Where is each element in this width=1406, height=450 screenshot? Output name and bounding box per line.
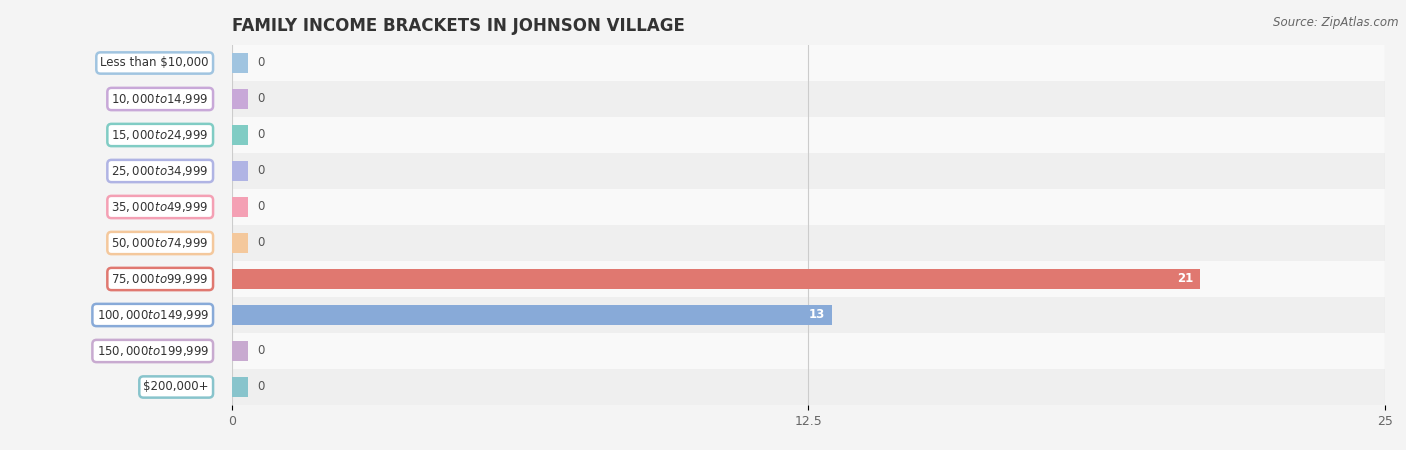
Bar	[232, 117, 1385, 153]
Bar	[232, 341, 247, 361]
Bar	[232, 125, 247, 145]
Bar	[232, 297, 1385, 333]
Bar	[232, 53, 247, 73]
Text: $25,000 to $34,999: $25,000 to $34,999	[111, 164, 209, 178]
Text: 0: 0	[257, 201, 264, 213]
Text: $100,000 to $149,999: $100,000 to $149,999	[97, 308, 209, 322]
Bar	[232, 89, 247, 109]
Bar	[232, 45, 1385, 81]
Text: 0: 0	[257, 237, 264, 249]
Bar	[232, 377, 247, 397]
Text: $150,000 to $199,999: $150,000 to $199,999	[97, 344, 209, 358]
Text: $50,000 to $74,999: $50,000 to $74,999	[111, 236, 209, 250]
Bar	[232, 161, 247, 181]
Text: $75,000 to $99,999: $75,000 to $99,999	[111, 272, 209, 286]
Text: $10,000 to $14,999: $10,000 to $14,999	[111, 92, 209, 106]
Text: 0: 0	[257, 129, 264, 141]
Text: $200,000+: $200,000+	[143, 381, 209, 393]
Text: $35,000 to $49,999: $35,000 to $49,999	[111, 200, 209, 214]
Bar	[232, 225, 1385, 261]
Bar	[232, 369, 1385, 405]
Bar	[232, 261, 1385, 297]
Text: Source: ZipAtlas.com: Source: ZipAtlas.com	[1274, 16, 1399, 29]
Bar	[232, 153, 1385, 189]
Bar	[232, 269, 1201, 289]
Text: 0: 0	[257, 381, 264, 393]
Bar	[232, 305, 831, 325]
Text: $15,000 to $24,999: $15,000 to $24,999	[111, 128, 209, 142]
Text: 0: 0	[257, 165, 264, 177]
Bar	[232, 189, 1385, 225]
Text: 13: 13	[808, 309, 824, 321]
Bar	[232, 333, 1385, 369]
Text: 0: 0	[257, 93, 264, 105]
Bar	[232, 233, 247, 253]
Text: 0: 0	[257, 57, 264, 69]
Bar	[232, 81, 1385, 117]
Text: FAMILY INCOME BRACKETS IN JOHNSON VILLAGE: FAMILY INCOME BRACKETS IN JOHNSON VILLAG…	[232, 17, 685, 35]
Bar	[232, 197, 247, 217]
Text: 21: 21	[1177, 273, 1194, 285]
Text: 0: 0	[257, 345, 264, 357]
Text: Less than $10,000: Less than $10,000	[100, 57, 209, 69]
